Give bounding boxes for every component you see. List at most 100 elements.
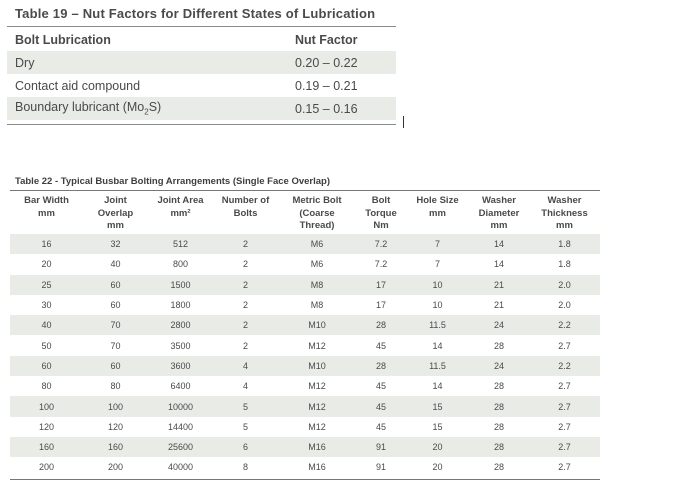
table-cell: M16: [278, 436, 356, 458]
column-header-line: Number of: [221, 195, 270, 206]
table-cell: 11.5: [406, 355, 469, 377]
table-cell: 60: [83, 274, 148, 295]
table-cell: 7: [434, 259, 440, 270]
table-row: 160 160 25600 6 M16 91 20 28 2.7: [10, 436, 600, 458]
table-cell: 4: [213, 355, 278, 377]
column-header: Bolt Torque Nm: [356, 192, 406, 234]
table-cell: 28: [356, 355, 406, 377]
table-cell: 2.2: [529, 315, 600, 336]
table-cell: 2: [213, 234, 278, 255]
lubrication-cell: Contact aid compound: [15, 78, 141, 93]
table-22-header-row: Bar Width mm Joint Overlap mm Joint Area mm² Nu…: [10, 192, 600, 234]
table-cell: 20: [406, 436, 469, 458]
column-header: Washer Diameter mm: [469, 192, 529, 234]
lubrication-text: Boundary lubricant (Mo: [15, 100, 145, 115]
table-cell: 2.7: [558, 421, 571, 432]
table-cell: 6400: [170, 381, 191, 392]
lubrication-text-suffix: S): [148, 100, 162, 115]
column-header-line: Washer: [547, 195, 582, 206]
table-cell: 40: [110, 259, 121, 270]
table-cell: 28: [493, 340, 504, 351]
table-row: Boundary lubricant (Mo2S) 0.15 – 0.16: [7, 97, 396, 120]
table-row: 200 200 40000 8 M16 91 20 28 2.7: [10, 457, 600, 477]
table-cell: 10: [406, 274, 469, 295]
table-cell: M16: [308, 462, 326, 473]
table-cell: 28: [469, 436, 529, 458]
table-cell: 10000: [148, 396, 213, 417]
table-cell: 2.7: [558, 340, 571, 351]
table-cell: 1500: [148, 274, 213, 295]
lubrication-cell: Dry: [7, 51, 285, 74]
table-cell: 2: [213, 274, 278, 295]
table-cell: 28: [493, 462, 504, 473]
subscript-2: 2: [144, 107, 149, 117]
table-cell: 30: [41, 300, 52, 311]
table-cell: M12: [308, 421, 326, 432]
table-cell: 1.8: [558, 259, 571, 270]
table-row: 80 80 6400 4 M12 45 14 28 2.7: [10, 376, 600, 396]
column-header-line: mm: [556, 220, 573, 231]
column-header-line: Diameter: [478, 207, 520, 219]
column-header-line: Metric Bolt: [292, 195, 342, 206]
table-row: 25 60 1500 2 M8 17 10 21 2.0: [10, 274, 600, 295]
table-cell: M10: [278, 315, 356, 336]
table-cell: 45: [375, 381, 386, 392]
table-cell: 100: [83, 396, 148, 417]
table-cell: 14: [469, 234, 529, 255]
table-cell: M6: [278, 234, 356, 255]
table-cell: 17: [356, 274, 406, 295]
table-22-title: Table 22 - Typical Busbar Bolting Arrang…: [15, 176, 330, 187]
table-row: 120 120 14400 5 M12 45 15 28 2.7: [10, 417, 600, 437]
table-cell: 11.5: [406, 315, 469, 336]
table-cell: 21: [469, 274, 529, 295]
table-cell: 14400: [167, 421, 194, 432]
column-header-line: mm: [107, 220, 124, 231]
table-cell: 2: [213, 315, 278, 336]
table-cell: 160: [83, 436, 148, 458]
lubrication-cell: Boundary lubricant (Mo2S): [7, 97, 285, 120]
nut-factor-cell: 0.20 – 0.22: [285, 51, 396, 74]
table-row: 50 70 3500 2 M12 45 14 28 2.7: [10, 335, 600, 355]
column-header-line: Bolt: [371, 195, 391, 206]
table-cell: 25: [10, 274, 83, 295]
table-cell: 70: [83, 315, 148, 336]
table-cell: 2: [242, 300, 248, 311]
table-cell: 21: [493, 300, 504, 311]
table-cell: 91: [375, 462, 386, 473]
table-cell: 28: [493, 421, 504, 432]
table-cell: 32: [83, 234, 148, 255]
table-19-title: Table 19 – Nut Factors for Different Sta…: [15, 6, 376, 21]
table-cell: 80: [110, 381, 121, 392]
column-header-line: Thickness: [541, 207, 588, 219]
table-cell: 3600: [148, 355, 213, 377]
table-cell: 28: [356, 315, 406, 336]
column-header: Number of Bolts: [213, 192, 278, 234]
column-header-line: Bar Width: [24, 195, 69, 206]
table-cell: 120: [107, 421, 124, 432]
table-cell: 16: [10, 234, 83, 255]
table-cell: 2: [242, 340, 248, 351]
header-bolt-lubrication: Bolt Lubrication: [15, 32, 111, 47]
table-cell: 20: [41, 259, 52, 270]
table-cell: 6: [213, 436, 278, 458]
table-cell: 2.7: [529, 436, 600, 458]
table-cell: 5: [242, 421, 248, 432]
column-header: Metric Bolt (Coarse Thread): [278, 192, 356, 234]
column-header-line: (Coarse: [299, 207, 335, 219]
column-header-line: mm: [490, 220, 508, 231]
table-19-top-rule: [7, 26, 396, 27]
table-cell: 8: [242, 462, 248, 473]
table-cell: M12: [278, 396, 356, 417]
table-cell: 45: [375, 421, 386, 432]
table-cell: 100: [10, 396, 83, 417]
nut-factor-cell: 0.19 – 0.21: [295, 78, 358, 93]
table-cell: 28: [469, 396, 529, 417]
table-row: 20 40 800 2 M6 7.2 7 14 1.8: [10, 254, 600, 274]
table-cell: 1.8: [529, 234, 600, 255]
table-cell: 1800: [170, 300, 191, 311]
table-cell: 60: [83, 355, 148, 377]
table-row: Contact aid compound 0.19 – 0.21: [7, 74, 396, 97]
table-row: Dry 0.20 – 0.22: [7, 51, 396, 74]
table-row: 60 60 3600 4 M10 28 11.5 24 2.2: [10, 355, 600, 377]
table-cell: 24: [469, 355, 529, 377]
